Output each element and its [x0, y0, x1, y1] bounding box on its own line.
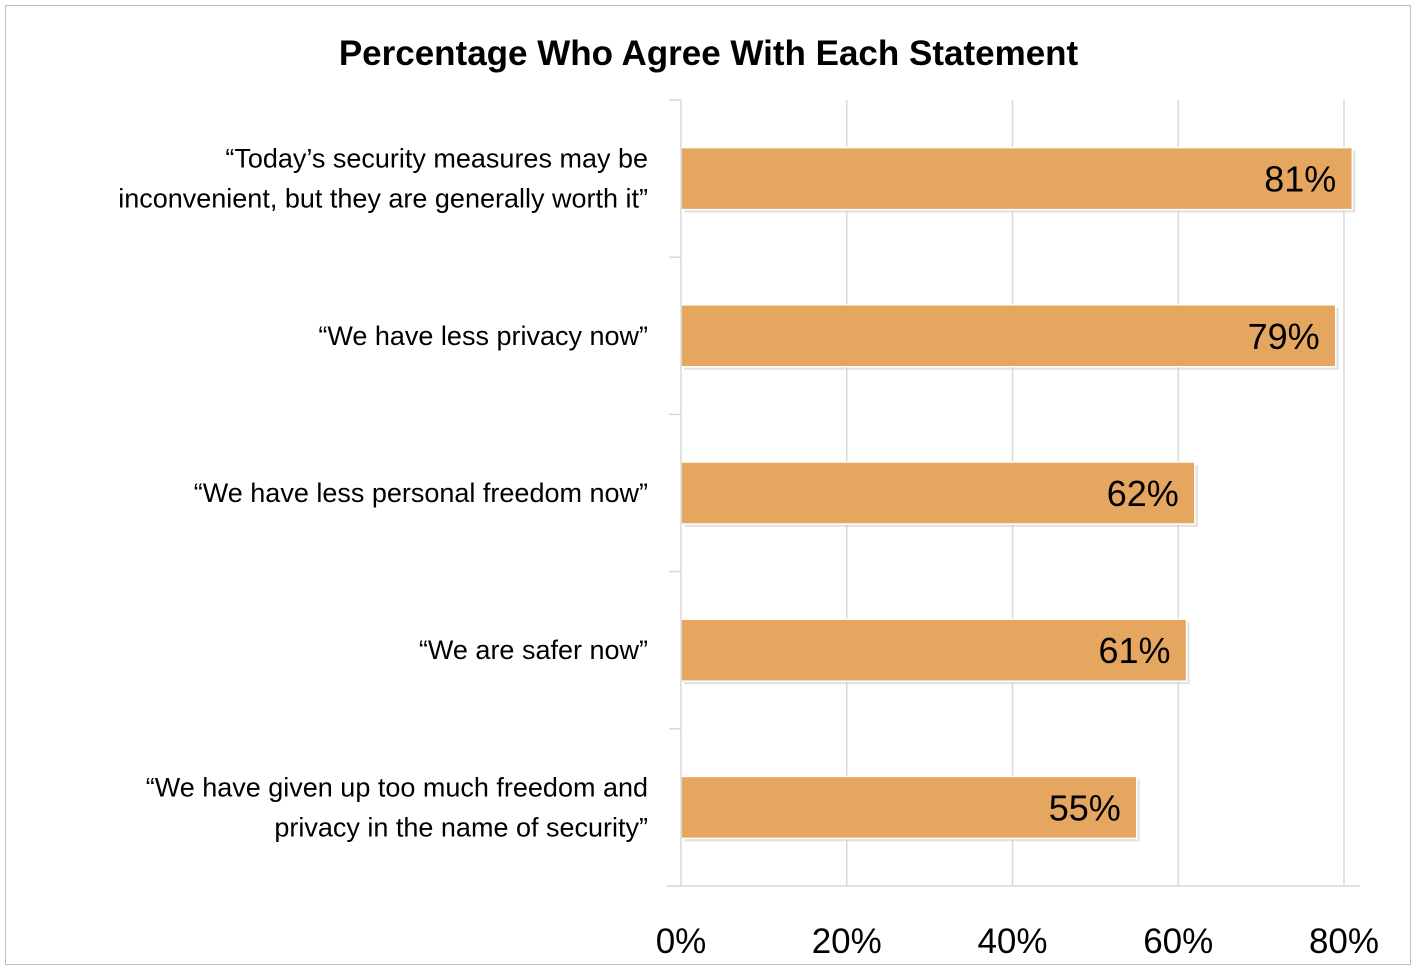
x-tick-label: 40%: [977, 922, 1047, 961]
bars: [680, 146, 1356, 842]
data-label: 55%: [1049, 787, 1121, 828]
x-tick-label: 0%: [656, 922, 707, 961]
bar: [680, 461, 1196, 525]
data-label: 62%: [1107, 473, 1179, 514]
category-label: “We have less privacy now”: [318, 321, 648, 351]
data-label: 79%: [1248, 316, 1320, 357]
bar: [680, 304, 1337, 368]
data-label: 61%: [1098, 630, 1170, 671]
category-label: “Today’s security measures may be: [225, 144, 648, 174]
category-label: inconvenient, but they are generally wor…: [118, 184, 648, 214]
x-tick-label: 80%: [1309, 922, 1379, 961]
bar: [680, 775, 1138, 840]
chart-title: Percentage Who Agree With Each Statement: [338, 34, 1079, 73]
labels: 0% 20% 40% 60% 80% 81% “Today’s security measu…: [118, 144, 1379, 961]
bar: [680, 618, 1188, 682]
axes: [666, 99, 1360, 887]
data-label: 81%: [1264, 159, 1336, 200]
category-label: privacy in the name of security”: [274, 812, 648, 842]
category-label: “We have given up too much freedom and: [146, 772, 648, 802]
bar: [680, 146, 1354, 211]
x-tick-label: 60%: [1143, 922, 1213, 961]
category-label: “We have less personal freedom now”: [194, 478, 648, 508]
x-tick-label: 20%: [812, 922, 882, 961]
category-label: “We are safer now”: [419, 635, 648, 665]
